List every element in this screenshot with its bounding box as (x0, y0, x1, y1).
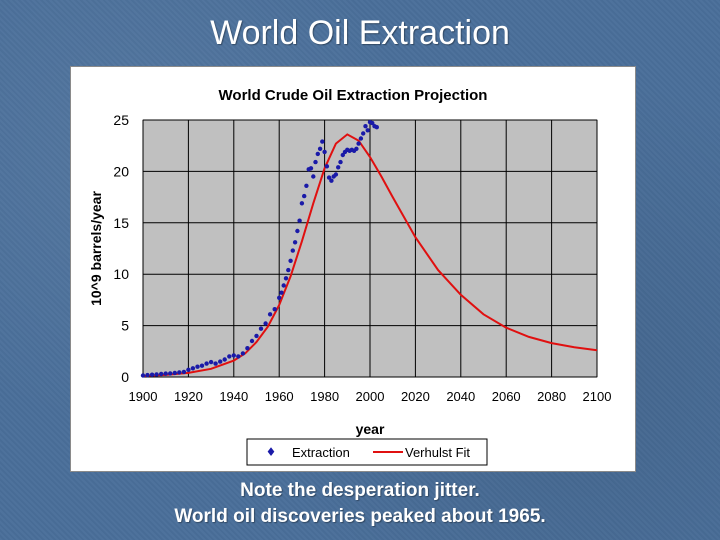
caption-line-2: World oil discoveries peaked about 1965. (174, 506, 546, 527)
extraction-point (311, 174, 316, 179)
extraction-point (320, 139, 325, 144)
extraction-point (277, 295, 282, 300)
extraction-point (295, 228, 300, 234)
extraction-point (317, 146, 323, 151)
extraction-point (177, 370, 182, 375)
extraction-point (308, 166, 314, 171)
extraction-point (279, 290, 284, 295)
extraction-point (181, 369, 187, 375)
extraction-point (140, 373, 146, 378)
extraction-point (190, 366, 196, 371)
extraction-point (218, 359, 223, 364)
x-tick-label: 1980 (310, 389, 339, 404)
extraction-point (286, 267, 291, 273)
x-tick-label: 1940 (219, 389, 248, 404)
extraction-point (149, 372, 155, 377)
extraction-point (254, 333, 259, 339)
extraction-point (333, 172, 339, 177)
x-tick-label: 2080 (537, 389, 566, 404)
x-tick-label: 2000 (356, 389, 385, 404)
x-tick-label: 2020 (401, 389, 430, 404)
extraction-point (227, 354, 232, 359)
extraction-point (245, 346, 250, 351)
extraction-point (370, 120, 375, 126)
oil-extraction-chart: World Crude Oil Extraction Projection 19… (88, 87, 612, 466)
extraction-point (336, 165, 341, 170)
y-tick-label: 15 (113, 215, 129, 231)
extraction-point (281, 283, 286, 288)
extraction-point (365, 128, 370, 133)
extraction-point (329, 178, 334, 183)
extraction-point (297, 218, 302, 223)
slide-title: World Oil Extraction (210, 14, 510, 52)
legend-label-verhulst: Verhulst Fit (405, 445, 470, 460)
extraction-point (168, 371, 173, 376)
extraction-point (338, 159, 343, 165)
caption-line-1: Note the desperation jitter. (240, 480, 480, 501)
y-axis-ticks: 0 5 10 15 20 25 (113, 112, 129, 385)
y-tick-label: 5 (121, 318, 129, 334)
extraction-point (204, 361, 209, 366)
grid-lines (142, 119, 598, 378)
extraction-point (358, 136, 364, 141)
legend-marker-extraction: ♦ (266, 445, 277, 459)
legend-label-extraction: Extraction (292, 445, 350, 460)
extraction-point (163, 371, 168, 376)
extraction-point (324, 164, 330, 169)
extraction-point (159, 371, 164, 377)
y-tick-label: 25 (113, 112, 129, 128)
x-tick-label: 1960 (265, 389, 294, 404)
x-tick-label: 2100 (583, 389, 612, 404)
y-tick-label: 10 (113, 266, 129, 282)
extraction-point (283, 276, 289, 281)
extraction-point (340, 152, 345, 158)
y-tick-label: 0 (121, 369, 129, 385)
extraction-point (292, 240, 298, 245)
extraction-point (290, 248, 295, 253)
x-axis-label: year (356, 421, 385, 437)
chart-title: World Crude Oil Extraction Projection (219, 87, 488, 104)
legend: ♦ Extraction Verhulst Fit (246, 438, 488, 466)
y-tick-label: 20 (113, 163, 129, 179)
extraction-point (356, 141, 361, 146)
extraction-point (322, 149, 327, 155)
extraction-point (249, 338, 255, 344)
extraction-point (363, 124, 368, 129)
extraction-point (263, 321, 268, 326)
extraction-point (315, 151, 320, 157)
extraction-point (258, 326, 264, 331)
extraction-point (302, 193, 307, 199)
extraction-point (299, 201, 305, 206)
extraction-point (236, 354, 241, 359)
extraction-point (267, 312, 273, 317)
extraction-point (186, 367, 191, 372)
extraction-point (172, 370, 177, 376)
y-axis-label: 10^9 barrels/year (88, 191, 104, 306)
extraction-point (288, 258, 293, 263)
extraction-point (145, 372, 150, 378)
x-tick-label: 1920 (174, 389, 203, 404)
extraction-point (195, 364, 200, 369)
extraction-point (231, 353, 236, 358)
x-tick-label: 2060 (492, 389, 521, 404)
chart-frame: World Crude Oil Extraction Projection 19… (70, 66, 636, 472)
x-tick-label: 2040 (446, 389, 475, 404)
extraction-point (240, 351, 246, 356)
extraction-point (313, 159, 318, 165)
extraction-point (213, 361, 218, 366)
extraction-point (374, 125, 379, 130)
extraction-point (326, 175, 332, 180)
extraction-point (199, 363, 205, 368)
extraction-point (208, 359, 214, 365)
extraction-point (354, 146, 359, 151)
legend-box (246, 438, 488, 466)
extraction-point (222, 357, 227, 362)
x-tick-label: 1900 (129, 389, 158, 404)
extraction-point (361, 131, 366, 136)
extraction-point (304, 183, 309, 188)
extraction-point (272, 307, 277, 312)
extraction-series (140, 119, 379, 378)
x-axis-ticks: 1900 1920 1940 1960 1980 2000 2020 2040 2060 2080… (129, 389, 612, 404)
extraction-point (154, 372, 159, 377)
